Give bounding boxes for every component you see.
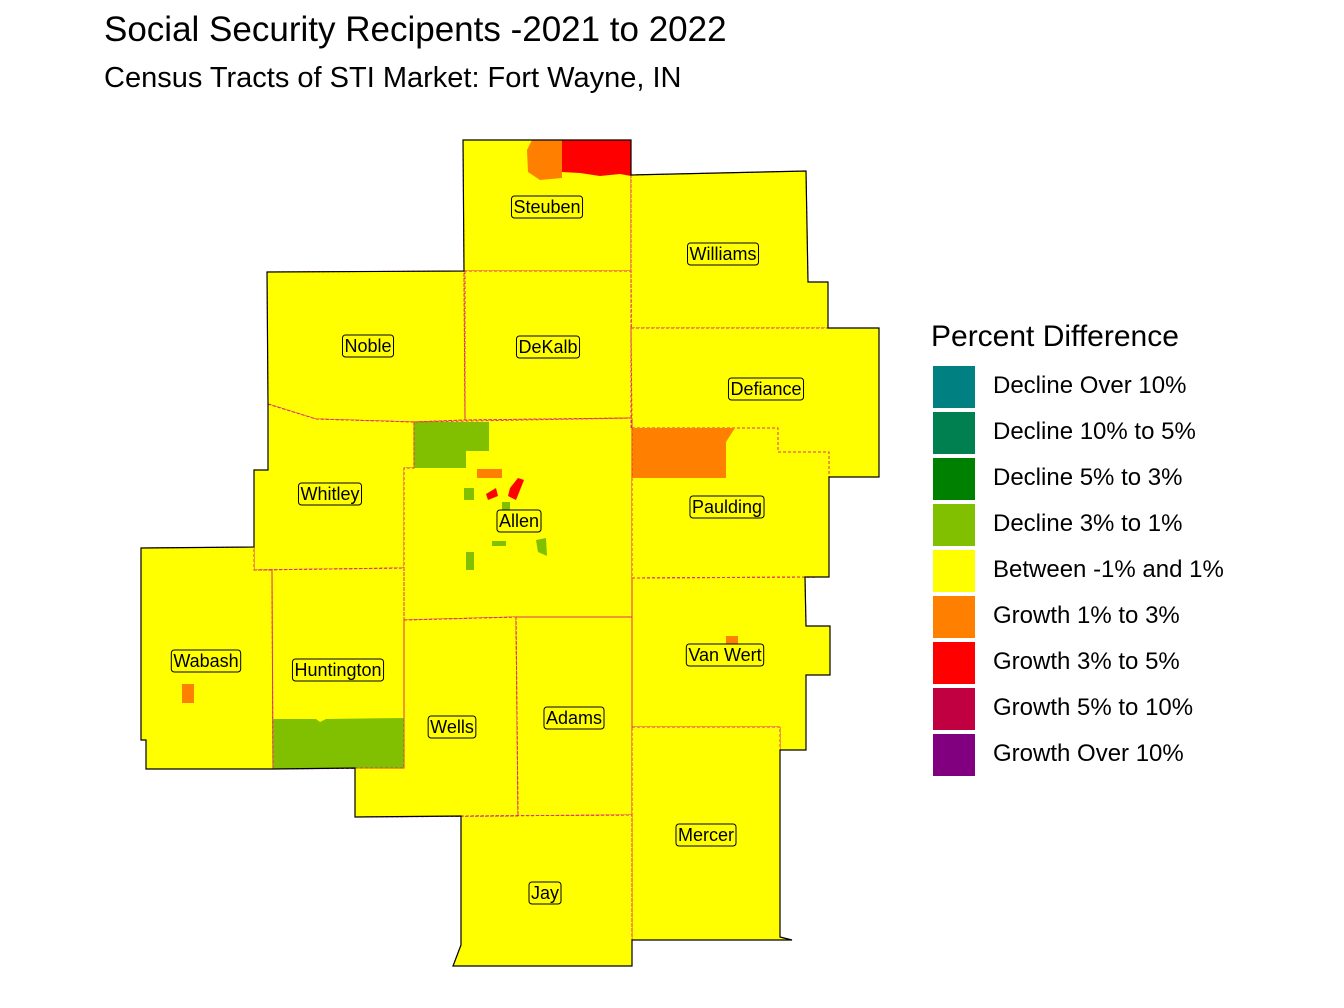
county-label-box: [297, 482, 363, 506]
legend-label: Decline 5% to 3%: [993, 464, 1183, 491]
legend: Percent Difference Decline Over 10% Decl…: [931, 320, 1224, 778]
county-label-box: [687, 242, 759, 266]
county-label-wells: Wells: [427, 715, 477, 739]
tract-allen-red-2: [486, 488, 498, 500]
choropleth-map: Steuben Williams Noble DeKalb Defiance Whitle…: [140, 139, 880, 967]
county-label-williams: Williams: [687, 242, 759, 266]
legend-swatch: [933, 688, 975, 730]
tract-allen-red-1: [508, 478, 524, 500]
counties-layer: [140, 139, 880, 967]
legend-item: Growth 3% to 5%: [931, 640, 1180, 686]
legend-swatch: [933, 642, 975, 684]
county-label-text: Adams: [546, 708, 602, 728]
county-label-text: Williams: [690, 244, 757, 264]
county-label-text: Huntington: [294, 660, 381, 680]
tract-huntington-green: [273, 718, 404, 769]
legend-title: Percent Difference: [931, 320, 1179, 353]
legend-label: Growth 5% to 10%: [993, 694, 1194, 721]
legend-swatch: [933, 596, 975, 638]
county-label-mercer: Mercer: [675, 823, 737, 847]
legend-swatch: [933, 366, 975, 408]
county-label-defiance: Defiance: [727, 377, 805, 401]
legend-label: Decline 10% to 5%: [993, 418, 1196, 445]
county-label-text: Van Wert: [688, 645, 761, 665]
county-label-box: [689, 495, 765, 519]
legend-swatch: [933, 550, 975, 592]
tract-steuben-red: [562, 140, 631, 176]
county-label-huntington: Huntington: [291, 658, 385, 682]
tract-allen-green-3: [492, 541, 506, 546]
county-label-noble: Noble: [341, 334, 395, 358]
county-label-text: Allen: [499, 511, 539, 531]
tract-allen-green-5: [466, 552, 474, 570]
county-label-box: [170, 649, 242, 673]
tract-allen-green-4: [536, 538, 547, 556]
county-label-text: Jay: [531, 883, 559, 903]
legend-label: Decline 3% to 1%: [993, 510, 1183, 537]
legend-swatch: [933, 458, 975, 500]
county-label-text: Defiance: [730, 379, 801, 399]
county-label-box: [341, 334, 395, 358]
map-title: Social Security Recipents -2021 to 2022: [104, 10, 727, 49]
county-label-paulding: Paulding: [689, 495, 765, 519]
county-label-text: Paulding: [692, 497, 762, 517]
tracts-layer: [182, 140, 738, 769]
tract-wabash-orange: [182, 684, 194, 703]
tract-allen-green-north: [414, 422, 489, 468]
county-label-van-wert: Van Wert: [685, 643, 765, 667]
county-label-adams: Adams: [543, 706, 605, 730]
county-label-wabash: Wabash: [170, 649, 242, 673]
county-label-box: [675, 823, 737, 847]
legend-item: Decline 10% to 5%: [931, 410, 1196, 456]
legend-item: Between -1% and 1%: [931, 548, 1224, 594]
county-label-box: [291, 658, 385, 682]
tract-paulding-orange: [632, 428, 735, 478]
county-label-steuben: Steuben: [510, 195, 584, 219]
county-label-text: Wabash: [173, 651, 238, 671]
county-labels: Steuben Williams Noble DeKalb Defiance Whitle…: [170, 195, 805, 905]
legend-label: Decline Over 10%: [993, 372, 1187, 399]
tract-allen-green-1: [464, 488, 474, 500]
county-label-allen: Allen: [496, 509, 542, 533]
county-label-text: Wells: [430, 717, 474, 737]
tract-van-wert-orange: [726, 636, 738, 644]
legend-swatch: [933, 412, 975, 454]
county-label-whitley: Whitley: [297, 482, 363, 506]
legend-swatch: [933, 734, 975, 776]
legend-label: Growth 3% to 5%: [993, 648, 1180, 675]
county-label-text: Whitley: [300, 484, 359, 504]
county-label-box: [543, 706, 605, 730]
county-label-text: Steuben: [513, 197, 580, 217]
county-borders: [253, 175, 879, 940]
county-label-box: [515, 335, 581, 359]
legend-label: Between -1% and 1%: [993, 556, 1224, 583]
legend-item: Growth 5% to 10%: [931, 686, 1193, 732]
market-outline: [140, 139, 880, 967]
tract-allen-orange-center: [477, 469, 502, 478]
county-label-jay: Jay: [528, 881, 562, 905]
county-label-box: [685, 643, 765, 667]
tract-steuben-orange: [527, 140, 562, 180]
county-label-dekalb: DeKalb: [515, 335, 581, 359]
county-label-text: Noble: [344, 336, 391, 356]
county-label-text: Mercer: [678, 825, 734, 845]
county-label-box: [528, 881, 562, 905]
legend-item: Growth 1% to 3%: [931, 594, 1180, 640]
legend-item: Decline Over 10%: [931, 364, 1186, 410]
county-label-text: DeKalb: [518, 337, 577, 357]
county-label-box: [510, 195, 584, 219]
legend-label: Growth 1% to 3%: [993, 602, 1180, 629]
map-subtitle: Census Tracts of STI Market: Fort Wayne,…: [104, 62, 682, 94]
legend-label: Growth Over 10%: [993, 740, 1184, 767]
legend-swatch: [933, 504, 975, 546]
legend-item: Growth Over 10%: [931, 732, 1184, 778]
county-label-box: [496, 509, 542, 533]
county-label-box: [427, 715, 477, 739]
legend-item: Decline 3% to 1%: [931, 502, 1183, 548]
legend-item: Decline 5% to 3%: [931, 456, 1183, 502]
county-label-box: [727, 377, 805, 401]
